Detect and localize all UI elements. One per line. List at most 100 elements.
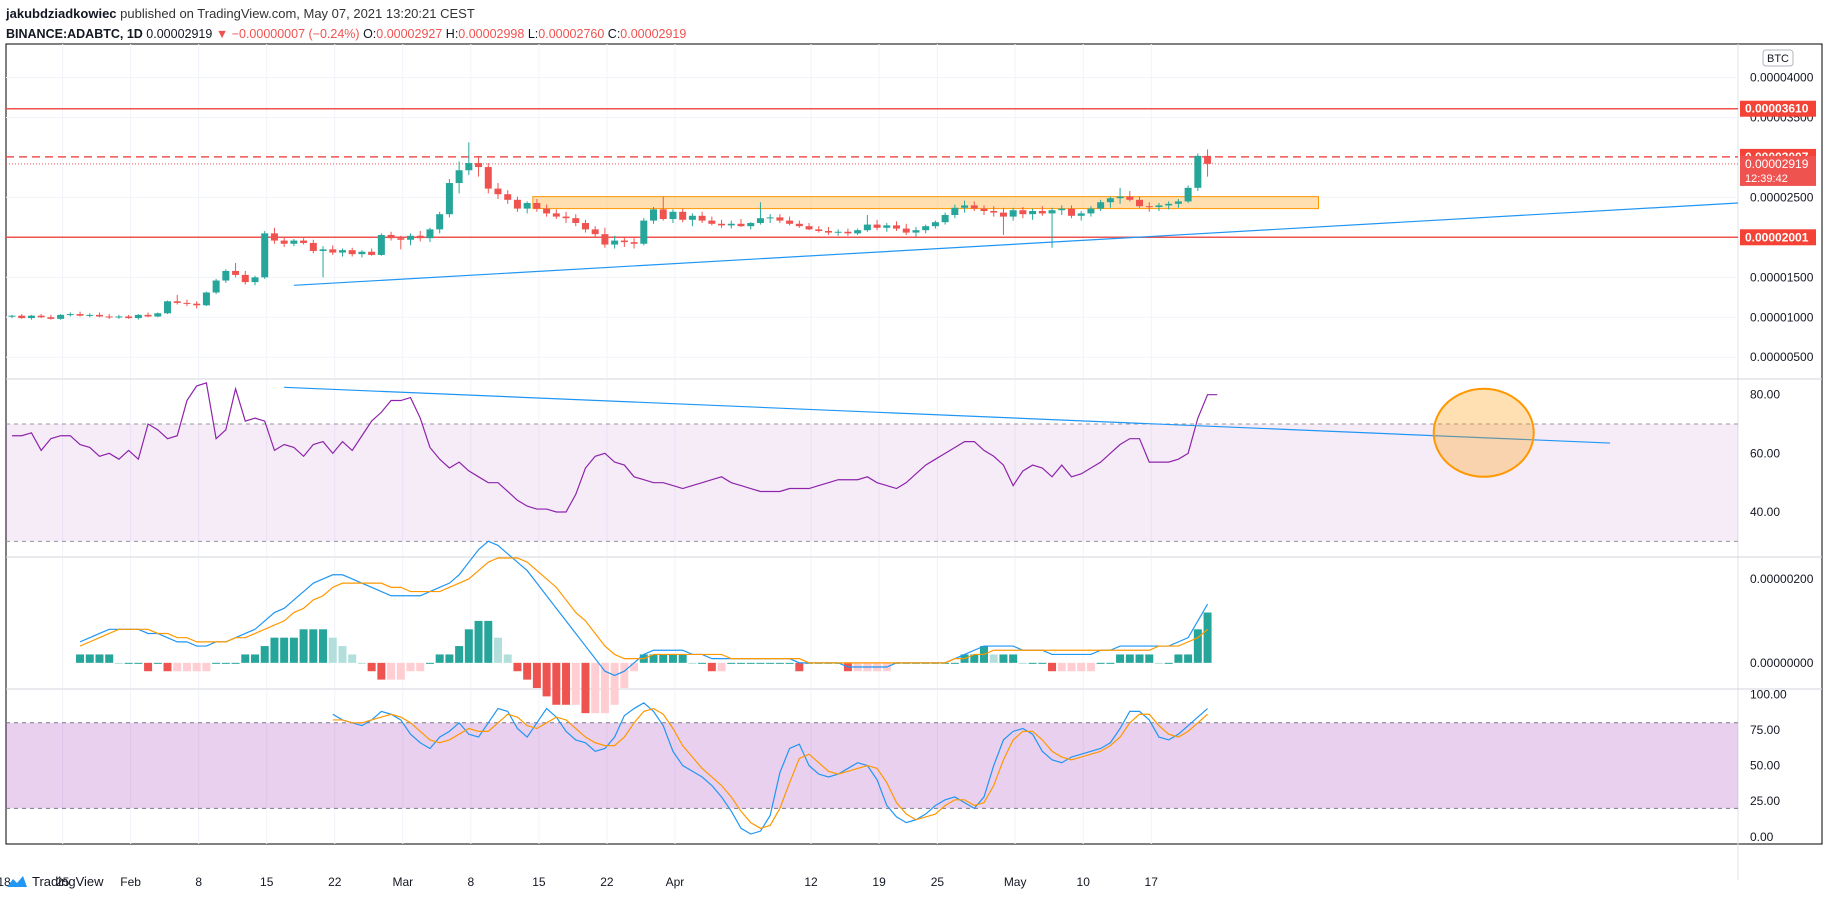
candle-body[interactable] (640, 220, 648, 244)
candle-body[interactable] (999, 212, 1007, 217)
candle-body[interactable] (164, 301, 172, 314)
candle-body[interactable] (873, 224, 881, 228)
candle-body[interactable] (834, 231, 842, 233)
candle-body[interactable] (484, 167, 492, 189)
candle-body[interactable] (854, 230, 862, 234)
tradingview-logo-icon[interactable] (6, 875, 28, 889)
candle-body[interactable] (863, 224, 871, 231)
candle-body[interactable] (922, 226, 930, 231)
candle-body[interactable] (504, 194, 512, 200)
candle-body[interactable] (436, 214, 444, 230)
macd-line[interactable] (79, 540, 1209, 677)
candle-body[interactable] (1145, 206, 1153, 208)
resistance-zone[interactable] (532, 196, 1319, 210)
candle-body[interactable] (961, 205, 969, 208)
candle-body[interactable] (115, 316, 123, 318)
candle-body[interactable] (368, 251, 376, 255)
candle-body[interactable] (620, 240, 628, 243)
candle-body[interactable] (76, 314, 84, 316)
candle-body[interactable] (543, 208, 551, 214)
candle-body[interactable] (270, 233, 278, 241)
candle-body[interactable] (57, 314, 65, 319)
candle-body[interactable] (611, 240, 619, 245)
candle-body[interactable] (416, 235, 424, 239)
candle-body[interactable] (1126, 196, 1134, 200)
candle-body[interactable] (1136, 199, 1144, 207)
candle-body[interactable] (37, 315, 45, 318)
candle-body[interactable] (1174, 201, 1182, 204)
candle-body[interactable] (795, 223, 803, 227)
candle-body[interactable] (1194, 155, 1202, 188)
candle-body[interactable] (1087, 208, 1095, 214)
candle-body[interactable] (786, 220, 794, 224)
candle-body[interactable] (581, 222, 589, 230)
candle-body[interactable] (951, 207, 959, 215)
stoch-d-line[interactable] (332, 707, 1208, 829)
candle-body[interactable] (1048, 210, 1056, 214)
candle-body[interactable] (931, 222, 939, 227)
candle-body[interactable] (523, 203, 531, 209)
candle-body[interactable] (1116, 196, 1124, 199)
candle-body[interactable] (941, 214, 949, 223)
candle-body[interactable] (125, 316, 133, 319)
ascending-trendline[interactable] (293, 202, 1739, 286)
stoch-k-line[interactable] (332, 702, 1208, 835)
candle-body[interactable] (980, 208, 988, 211)
candle-body[interactable] (902, 228, 910, 233)
candle-body[interactable] (18, 315, 26, 319)
rsi-descending-trendline[interactable] (284, 386, 1611, 444)
candle-body[interactable] (387, 234, 395, 239)
macd-signal-line[interactable] (79, 557, 1208, 664)
author-name[interactable]: jakubdziadkowiec (6, 6, 117, 21)
rsi-breakout-highlight[interactable] (1432, 387, 1535, 478)
candle-body[interactable] (1058, 208, 1066, 211)
candle-body[interactable] (280, 240, 288, 244)
candle-body[interactable] (27, 315, 35, 319)
candle-body[interactable] (47, 317, 55, 319)
candle-body[interactable] (319, 249, 327, 251)
candle-body[interactable] (290, 240, 298, 244)
candle-body[interactable] (329, 249, 337, 253)
candle-body[interactable] (970, 205, 978, 209)
candle-body[interactable] (144, 314, 152, 317)
rsi-line[interactable] (12, 382, 1218, 513)
candle-body[interactable] (1038, 211, 1046, 214)
candle-body[interactable] (912, 230, 920, 233)
candle-body[interactable] (1067, 208, 1075, 216)
candle-body[interactable] (718, 223, 726, 226)
candle-body[interactable] (805, 226, 813, 230)
candle-body[interactable] (727, 223, 735, 226)
candle-body[interactable] (990, 211, 998, 213)
candle-body[interactable] (650, 209, 658, 221)
candle-body[interactable] (251, 277, 259, 283)
candle-body[interactable] (1165, 203, 1173, 206)
candle-body[interactable] (475, 163, 483, 168)
candle-body[interactable] (455, 170, 463, 184)
candle-body[interactable] (66, 314, 74, 316)
candle-body[interactable] (8, 315, 16, 317)
candle-body[interactable] (1029, 211, 1037, 215)
candle-body[interactable] (669, 211, 677, 219)
candle-body[interactable] (708, 220, 716, 224)
candle-body[interactable] (513, 199, 521, 209)
candle-body[interactable] (377, 234, 385, 255)
candle-body[interactable] (1204, 155, 1212, 164)
candle-body[interactable] (572, 218, 580, 223)
candle-body[interactable] (183, 302, 191, 304)
candle-body[interactable] (766, 217, 774, 219)
candle-body[interactable] (601, 234, 609, 245)
candle-body[interactable] (630, 242, 638, 244)
candle-body[interactable] (300, 240, 308, 243)
candle-body[interactable] (533, 203, 541, 209)
candle-body[interactable] (407, 235, 415, 240)
candle-body[interactable] (309, 242, 317, 251)
candle-body[interactable] (883, 225, 891, 228)
candle-body[interactable] (494, 188, 502, 195)
candle-body[interactable] (893, 225, 901, 229)
candle-body[interactable] (1184, 187, 1192, 202)
candle-body[interactable] (426, 229, 434, 239)
candle-body[interactable] (261, 233, 269, 278)
candle-body[interactable] (338, 250, 346, 253)
candle-body[interactable] (445, 183, 453, 215)
